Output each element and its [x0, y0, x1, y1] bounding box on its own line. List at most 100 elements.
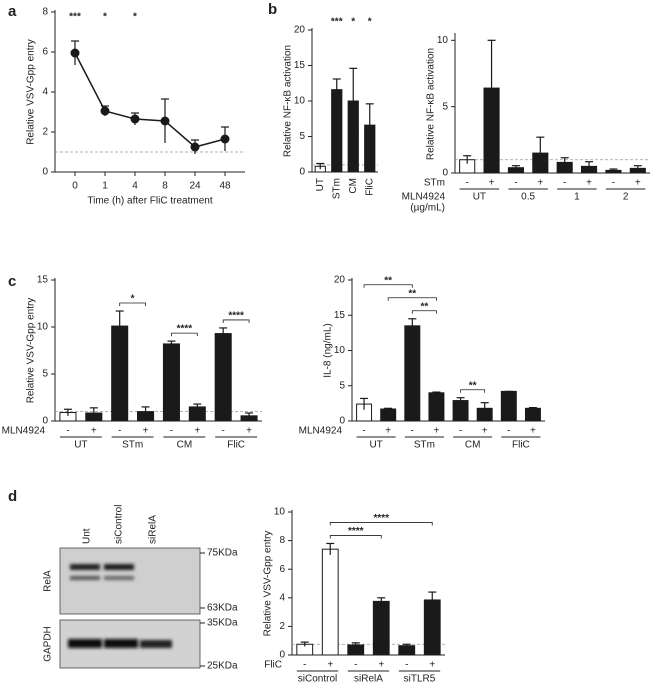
- point: [190, 142, 200, 152]
- y-axis-label: IL-8 (ng/mL): [323, 323, 334, 377]
- group-label: 0.5: [521, 192, 535, 203]
- x-tick-label: -: [405, 660, 408, 671]
- band: [104, 576, 134, 580]
- significance-bracket: [329, 535, 382, 539]
- y-tick-label: 8: [279, 535, 285, 546]
- bar: [500, 390, 517, 422]
- group-label: FliC: [512, 440, 530, 451]
- significance: *: [131, 294, 135, 305]
- y-tick-label: 0: [339, 416, 345, 427]
- x-tick-label: 48: [219, 181, 231, 192]
- y-tick-label: 8: [42, 7, 48, 18]
- significance: ****: [348, 526, 364, 537]
- y-tick-label: 6: [279, 564, 285, 575]
- group-title: (µg/mL): [410, 203, 445, 214]
- y-tick-label: 2: [42, 127, 48, 138]
- group-label: CM: [177, 440, 193, 451]
- panel-label: d: [8, 488, 17, 505]
- blot-label: RelA: [43, 570, 54, 592]
- significance: ***: [331, 17, 343, 28]
- x-tick-label: 4: [132, 181, 138, 192]
- significance: **: [469, 380, 477, 391]
- x-tick-label: -: [459, 426, 462, 437]
- x-tick-label: -: [362, 426, 365, 437]
- point: [70, 48, 80, 58]
- bar: [321, 548, 339, 656]
- x-tick-label: CM: [348, 178, 359, 194]
- y-tick-label: 0: [442, 168, 448, 179]
- y-axis-label: Relative NF-κB activation: [426, 48, 437, 160]
- significance: **: [408, 288, 416, 299]
- band: [70, 576, 100, 580]
- bar: [452, 400, 469, 422]
- y-tick-label: 10: [437, 35, 449, 46]
- significance-bracket: [363, 284, 413, 288]
- band: [104, 564, 134, 570]
- lane-label: siRelA: [148, 515, 159, 544]
- x-tick-label: 1: [102, 181, 108, 192]
- y-tick-label: 6: [42, 47, 48, 58]
- y-tick-label: 20: [334, 275, 346, 286]
- x-tick-label: STm: [331, 178, 342, 199]
- lane-label: siControl: [114, 505, 125, 544]
- bar: [331, 89, 343, 173]
- bar: [162, 343, 180, 422]
- line: [74, 52, 226, 148]
- y-tick-label: 10: [37, 322, 49, 333]
- panel-label: a: [8, 3, 17, 20]
- significance: *: [351, 17, 355, 28]
- point: [100, 106, 110, 116]
- y-axis-label: Relative VSV-Gpp entry: [26, 298, 37, 404]
- x-tick-label: +: [143, 426, 149, 437]
- y-tick-label: 4: [42, 87, 48, 98]
- x-tick-label: UT: [315, 178, 326, 191]
- group-label: 1: [574, 192, 580, 203]
- band: [140, 640, 172, 648]
- lane-label: Unt: [82, 528, 93, 544]
- significance-bracket: [171, 332, 198, 337]
- bar: [428, 392, 445, 422]
- significance: **: [384, 275, 392, 286]
- significance-bracket: [411, 310, 437, 314]
- marker-label: 75KDa: [207, 548, 238, 559]
- row-label: MLN4924: [299, 426, 343, 437]
- group-label: STm: [122, 440, 143, 451]
- y-tick-label: 5: [442, 101, 448, 112]
- x-tick-label: +: [530, 426, 536, 437]
- x-tick-label: +: [635, 178, 641, 189]
- bar: [380, 408, 397, 422]
- row-label: MLN4924: [2, 426, 46, 437]
- group-label: 2: [623, 192, 629, 203]
- x-tick-label: -: [170, 426, 173, 437]
- significance-bracket: [460, 389, 486, 393]
- x-tick-label: +: [327, 660, 333, 671]
- y-tick-label: 10: [274, 507, 286, 518]
- y-tick-label: 20: [294, 25, 306, 36]
- x-tick-label: +: [378, 660, 384, 671]
- significance: ****: [373, 513, 389, 524]
- point: [130, 114, 140, 124]
- row-label: FliC: [264, 660, 282, 671]
- y-tick-label: 0: [42, 167, 48, 178]
- y-axis-label: Relative VSV-Gpp entry: [26, 39, 37, 145]
- significance: *: [368, 17, 372, 28]
- bar: [214, 333, 232, 422]
- y-tick-label: 10: [334, 345, 346, 356]
- row-label: STm: [424, 178, 445, 189]
- x-tick-label: -: [466, 178, 469, 189]
- x-tick-label: -: [507, 426, 510, 437]
- significance: ****: [228, 311, 244, 322]
- y-tick-label: 5: [42, 369, 48, 380]
- y-tick-label: 5: [299, 131, 305, 142]
- group-label: siControl: [298, 674, 337, 683]
- x-tick-label: +: [246, 426, 252, 437]
- x-tick-label: +: [482, 426, 488, 437]
- bar: [404, 325, 421, 422]
- x-tick-label: -: [411, 426, 414, 437]
- x-tick-label: +: [434, 426, 440, 437]
- group-label: FliC: [227, 440, 245, 451]
- blot-label: GAPDH: [43, 626, 54, 662]
- x-tick-label: +: [537, 178, 543, 189]
- x-tick-label: -: [563, 178, 566, 189]
